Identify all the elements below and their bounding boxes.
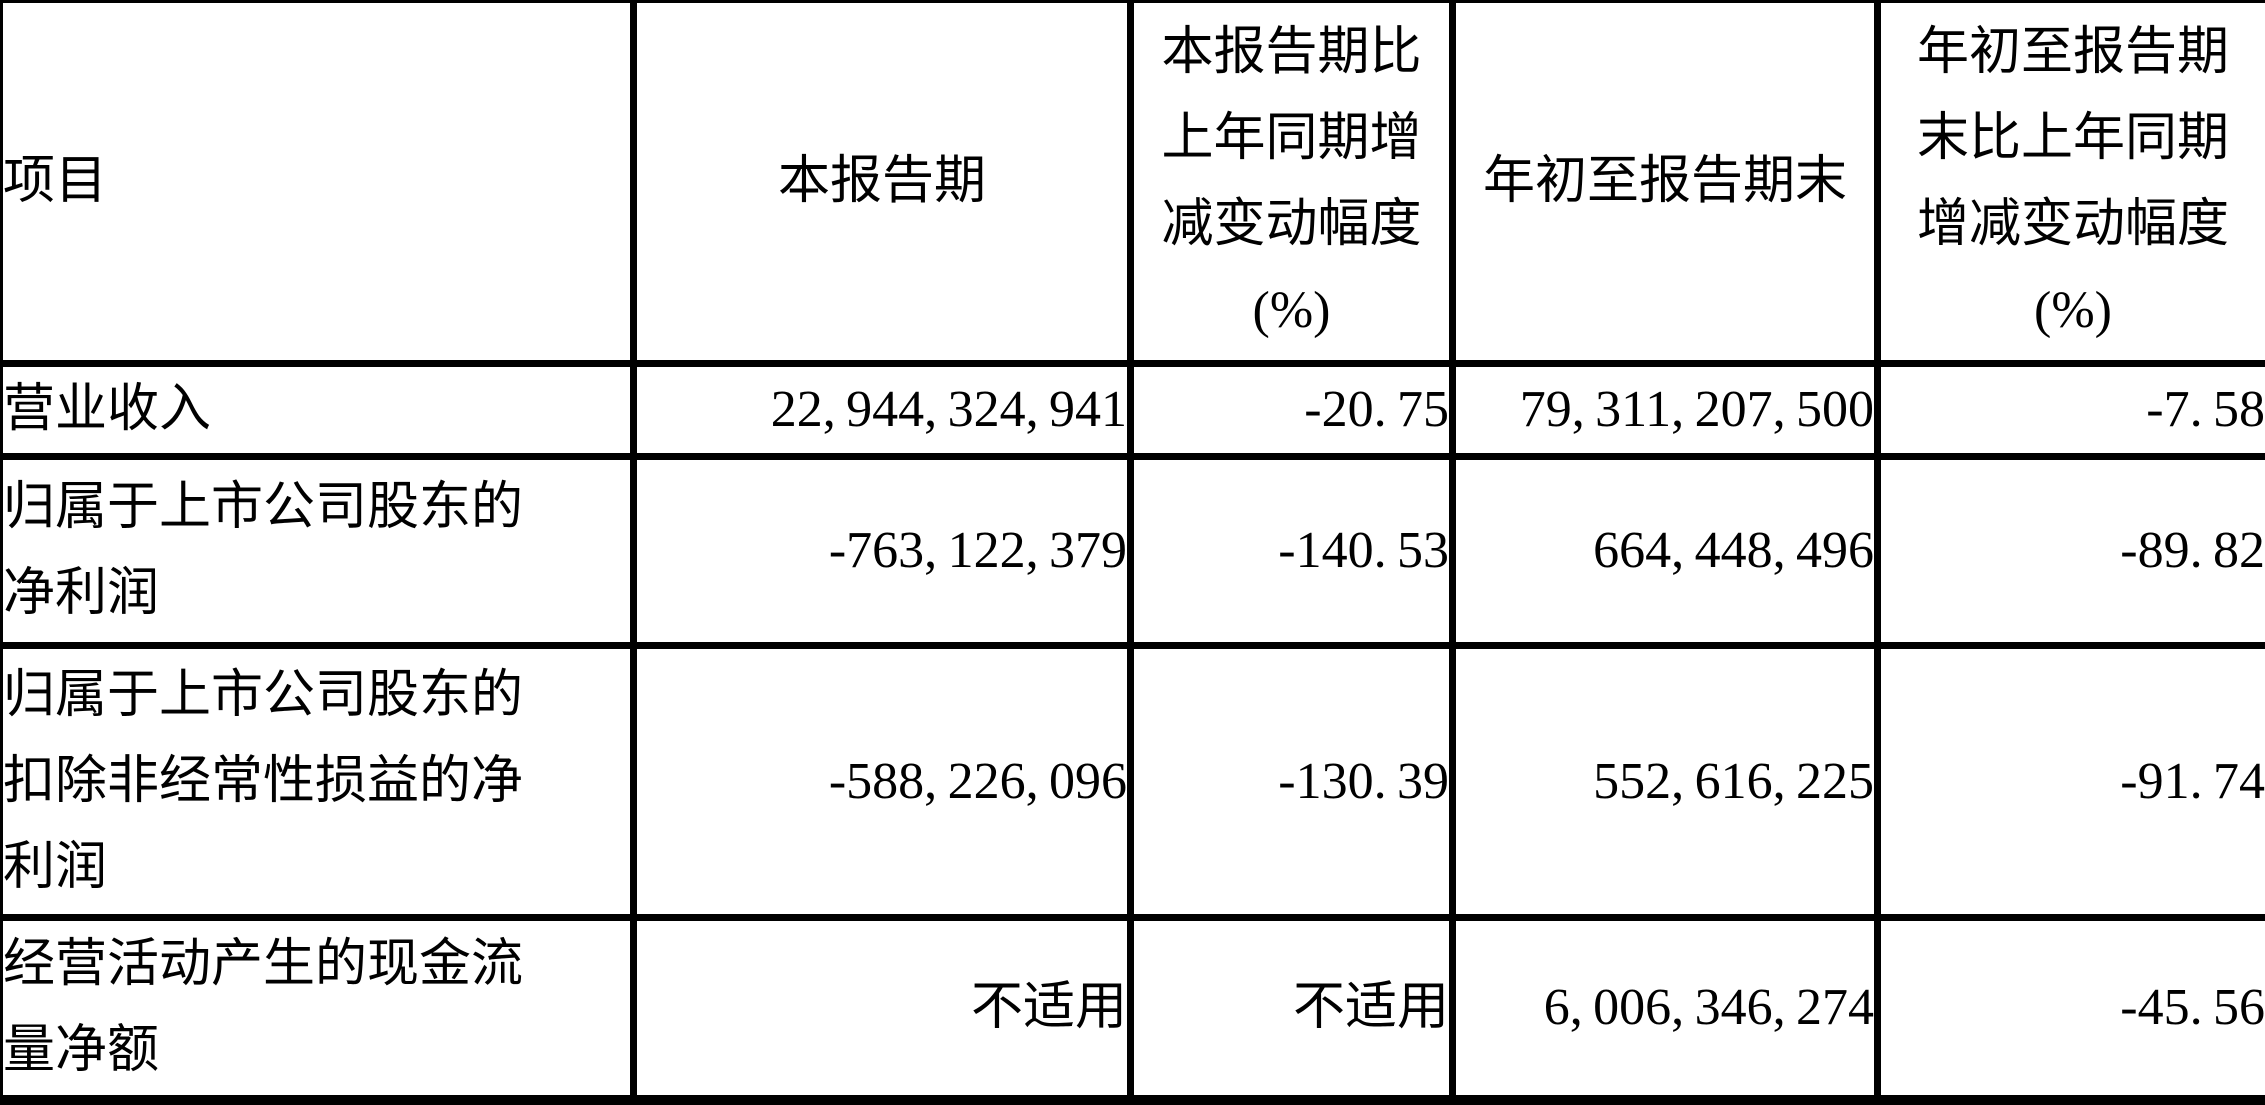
cell-ytd-yoy-value: -7. 58 — [1878, 364, 2265, 457]
table-header-row: 项目 本报告期 本报告期比 上年同期增 减变动幅度 (%) 年初至报告期末 年初… — [2, 2, 2265, 364]
cell-ytd-value: 6, 006, 346, 274 — [1453, 918, 1878, 1100]
cell-ytd-value: 79, 311, 207, 500 — [1453, 364, 1878, 457]
cell-ytd-yoy-value: -91. 74 — [1878, 646, 2265, 918]
cell-current-period-yoy-value: -130. 39 — [1131, 646, 1453, 918]
table-row-operating-revenue: 营业收入 22, 944, 324, 941 -20. 75 79, 311, … — [2, 364, 2265, 457]
cell-current-period-yoy-value: 不适用 — [1131, 918, 1453, 1100]
table-row-operating-cash-flow: 经营活动产生的现金流 量净额 不适用 不适用 6, 006, 346, 274 … — [2, 918, 2265, 1100]
header-cell-current-period: 本报告期 — [634, 2, 1131, 364]
cell-ytd-yoy-value: -89. 82 — [1878, 457, 2265, 646]
header-cell-ytd-yoy-change: 年初至报告期 末比上年同期 增减变动幅度 (%) — [1878, 2, 2265, 364]
row-label: 归属于上市公司股东的 净利润 — [2, 457, 634, 646]
table-row-net-profit-attributable: 归属于上市公司股东的 净利润 -763, 122, 379 -140. 53 6… — [2, 457, 2265, 646]
row-label: 经营活动产生的现金流 量净额 — [2, 918, 634, 1100]
cell-ytd-value: 664, 448, 496 — [1453, 457, 1878, 646]
cell-current-period-value: -588, 226, 096 — [634, 646, 1131, 918]
cell-current-period-value: 22, 944, 324, 941 — [634, 364, 1131, 457]
header-cell-item: 项目 — [2, 2, 634, 364]
cell-ytd-yoy-value: -45. 56 — [1878, 918, 2265, 1100]
row-label: 归属于上市公司股东的 扣除非经常性损益的净 利润 — [2, 646, 634, 918]
row-label: 营业收入 — [2, 364, 634, 457]
table-row-net-profit-excl-nonrecurring: 归属于上市公司股东的 扣除非经常性损益的净 利润 -588, 226, 096 … — [2, 646, 2265, 918]
header-cell-ytd: 年初至报告期末 — [1453, 2, 1878, 364]
header-cell-current-period-yoy-change: 本报告期比 上年同期增 减变动幅度 (%) — [1131, 2, 1453, 364]
cell-current-period-yoy-value: -140. 53 — [1131, 457, 1453, 646]
cell-ytd-value: 552, 616, 225 — [1453, 646, 1878, 918]
cell-current-period-value: 不适用 — [634, 918, 1131, 1100]
cell-current-period-yoy-value: -20. 75 — [1131, 364, 1453, 457]
cell-current-period-value: -763, 122, 379 — [634, 457, 1131, 646]
